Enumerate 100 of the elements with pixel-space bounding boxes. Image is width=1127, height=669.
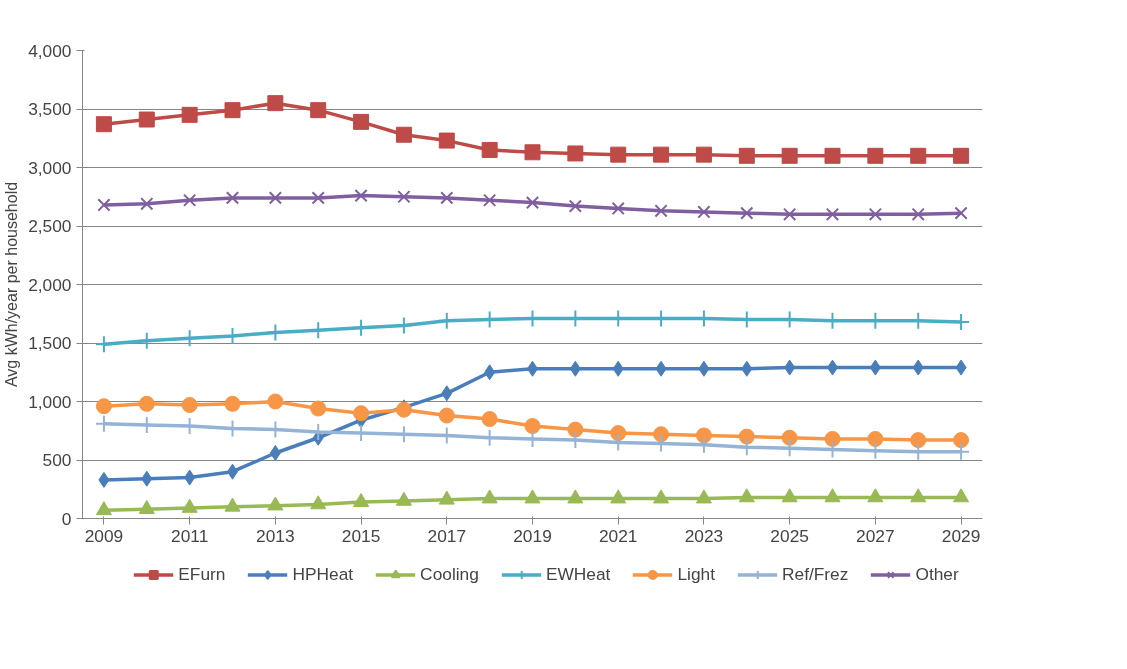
point — [438, 132, 455, 149]
point — [867, 430, 884, 447]
point — [395, 126, 412, 143]
point — [567, 421, 584, 438]
point — [138, 499, 155, 514]
point — [910, 432, 927, 449]
point — [953, 147, 970, 164]
point — [738, 147, 755, 164]
legend-label: Cooling — [420, 563, 479, 585]
point — [911, 207, 925, 221]
point — [782, 207, 797, 221]
y-tick-label: 500 — [42, 450, 72, 470]
point — [224, 497, 241, 512]
legend-label: Other — [915, 563, 959, 585]
point — [954, 206, 968, 220]
point — [353, 113, 370, 130]
legend-label: EFurn — [178, 563, 226, 585]
point — [825, 207, 840, 221]
y-tick-label: 2,500 — [28, 216, 72, 236]
point — [311, 191, 325, 205]
point — [653, 489, 670, 504]
point — [438, 490, 455, 505]
point — [955, 359, 967, 376]
x-tick-label: 2017 — [427, 525, 467, 546]
point — [267, 496, 284, 511]
point — [353, 405, 370, 422]
legend-label: Light — [677, 563, 715, 585]
point — [567, 489, 584, 504]
point — [140, 197, 154, 211]
point — [610, 146, 627, 163]
x-tick-label: 2015 — [341, 525, 381, 546]
point — [784, 359, 796, 376]
point — [697, 205, 711, 219]
point — [695, 146, 712, 163]
point — [95, 398, 112, 415]
point — [440, 191, 454, 205]
point — [94, 335, 113, 354]
point — [740, 206, 754, 220]
point — [612, 360, 624, 377]
point — [95, 116, 112, 133]
point — [224, 102, 241, 119]
legend-label: EWHeat — [545, 563, 611, 585]
y-tick-label: 3,000 — [28, 157, 72, 178]
point — [867, 488, 884, 503]
point — [611, 201, 625, 216]
point — [695, 427, 712, 444]
point — [695, 489, 712, 504]
point — [567, 145, 584, 162]
legend-label: Ref/Frez — [781, 563, 849, 585]
x-tick-label: 2011 — [171, 525, 209, 546]
point — [481, 411, 498, 428]
x-tick-label: 2027 — [856, 525, 895, 546]
point — [438, 407, 455, 424]
x-tick-label: 2013 — [256, 525, 295, 546]
y-tick-label: 3,500 — [28, 99, 72, 119]
point — [781, 147, 798, 164]
point — [910, 147, 927, 164]
point — [569, 360, 581, 377]
point — [97, 198, 111, 212]
point — [353, 492, 370, 507]
point — [266, 323, 285, 342]
point — [138, 111, 155, 128]
point — [867, 147, 884, 164]
point — [181, 498, 198, 513]
point — [225, 191, 240, 205]
point — [94, 414, 113, 433]
point — [781, 488, 798, 503]
point — [267, 393, 284, 410]
point — [869, 359, 881, 376]
point — [354, 188, 368, 203]
point — [824, 488, 841, 503]
y-tick-label: 1,000 — [28, 391, 72, 412]
point — [95, 501, 112, 516]
point — [310, 495, 327, 510]
point — [481, 141, 498, 158]
point — [610, 425, 627, 442]
y-tick-label: 2,000 — [28, 274, 72, 295]
point — [610, 489, 627, 504]
point — [524, 418, 541, 435]
point — [441, 385, 453, 402]
legend-label: HPHeat — [292, 563, 354, 585]
point — [868, 207, 883, 221]
point — [698, 360, 710, 377]
point — [824, 430, 841, 447]
y-axis-title: Avg kWh/year per household — [3, 181, 21, 388]
point — [267, 95, 284, 112]
point — [653, 426, 670, 443]
point — [224, 395, 241, 412]
point — [653, 146, 670, 163]
point — [310, 102, 327, 119]
point — [310, 400, 327, 417]
x-tick-label: 2029 — [941, 525, 981, 546]
point — [524, 489, 541, 504]
point — [394, 316, 413, 335]
point — [738, 428, 755, 445]
point — [268, 191, 283, 205]
x-tick-label: 2023 — [684, 525, 724, 546]
point — [910, 488, 927, 503]
y-tick-label: 1,500 — [28, 333, 72, 353]
point — [568, 199, 583, 213]
